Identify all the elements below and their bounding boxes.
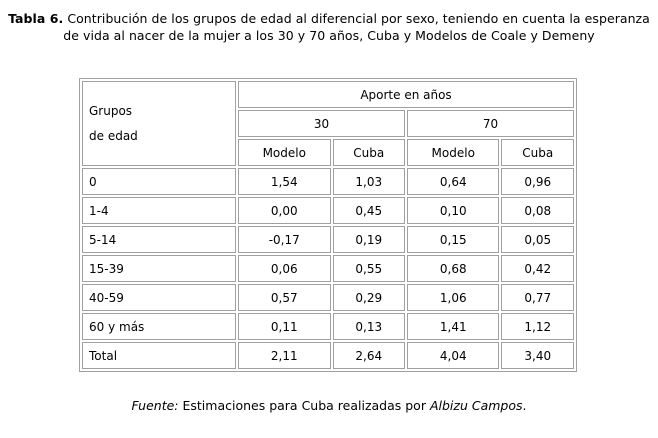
cell-value: -0,17: [238, 226, 331, 253]
sub-header-modelo-30: Modelo: [238, 139, 331, 166]
cell-value: 0,13: [332, 313, 405, 340]
row-group-label: 40-59: [82, 284, 236, 311]
sub-header-cuba-70: Cuba: [501, 139, 574, 166]
row-group-label: 15-39: [82, 255, 236, 282]
cell-value: 4,04: [406, 342, 500, 369]
row-group-label: 5-14: [82, 226, 236, 253]
age-group-header: Grupos de edad: [82, 81, 236, 166]
header-row-3: Modelo Cuba Modelo Cuba: [82, 139, 574, 166]
cell-value: 1,06: [406, 284, 500, 311]
cell-value: 1,41: [406, 313, 500, 340]
cell-value: 0,77: [501, 284, 574, 311]
cell-value: 0,15: [406, 226, 500, 253]
source-text: Estimaciones para Cuba realizadas por: [178, 398, 430, 413]
cell-value: 3,40: [501, 342, 574, 369]
cell-value: 0,55: [332, 255, 405, 282]
row-group-label: Total: [82, 342, 236, 369]
table-row: 60 y más 0,11 0,13 1,41 1,12: [82, 313, 574, 340]
age-30-header: 30: [238, 110, 405, 137]
source-label: Fuente:: [131, 398, 179, 413]
source-end: .: [522, 398, 527, 413]
table-row: 0 1,54 1,03 0,64 0,96: [82, 168, 574, 195]
row-group-label: 0: [82, 168, 236, 195]
total-row: Total 2,11 2,64 4,04 3,40: [82, 342, 574, 369]
sub-header-modelo-70: Modelo: [406, 139, 500, 166]
cell-value: 0,68: [406, 255, 500, 282]
row-group-label: 60 y más: [82, 313, 236, 340]
cell-value: 0,11: [238, 313, 331, 340]
cell-value: 1,54: [238, 168, 331, 195]
age-group-header-line2: de edad: [89, 128, 138, 143]
caption-text: Contribución de los grupos de edad al di…: [63, 11, 650, 43]
cell-value: 0,45: [332, 197, 405, 224]
cell-value: 2,11: [238, 342, 331, 369]
cell-value: 1,03: [332, 168, 405, 195]
cell-value: 0,05: [501, 226, 574, 253]
cell-value: 1,12: [501, 313, 574, 340]
cell-value: 0,42: [501, 255, 574, 282]
header-row-2: 30 70: [82, 110, 574, 137]
cell-value: 0,00: [238, 197, 331, 224]
sub-header-cuba-30: Cuba: [332, 139, 405, 166]
cell-value: 0,06: [238, 255, 331, 282]
cell-value: 0,57: [238, 284, 331, 311]
source-note: Fuente: Estimaciones para Cuba realizada…: [0, 398, 658, 413]
cell-value: 2,64: [332, 342, 405, 369]
cell-value: 0,29: [332, 284, 405, 311]
cell-value: 0,19: [332, 226, 405, 253]
contribution-header: Aporte en años: [238, 81, 574, 108]
header-row-1: Grupos de edad Aporte en años: [82, 81, 574, 166]
table-row: 1-4 0,00 0,45 0,10 0,08: [82, 197, 574, 224]
table-row: 5-14 -0,17 0,19 0,15 0,05: [82, 226, 574, 253]
cell-value: 0,08: [501, 197, 574, 224]
cell-value: 0,96: [501, 168, 574, 195]
row-group-label: 1-4: [82, 197, 236, 224]
age-70-header: 70: [406, 110, 574, 137]
data-table: Grupos de edad Aporte en años 30 70 Mode…: [79, 78, 577, 372]
age-group-header-line1: Grupos: [89, 103, 133, 118]
source-author: Albizu Campos: [429, 398, 523, 413]
table-caption: Tabla 6. Contribución de los grupos de e…: [6, 10, 652, 44]
cell-value: 0,64: [406, 168, 500, 195]
table-row: 15-39 0,06 0,55 0,68 0,42: [82, 255, 574, 282]
cell-value: 0,10: [406, 197, 500, 224]
table-row: 40-59 0,57 0,29 1,06 0,77: [82, 284, 574, 311]
caption-label: Tabla 6.: [8, 11, 64, 26]
